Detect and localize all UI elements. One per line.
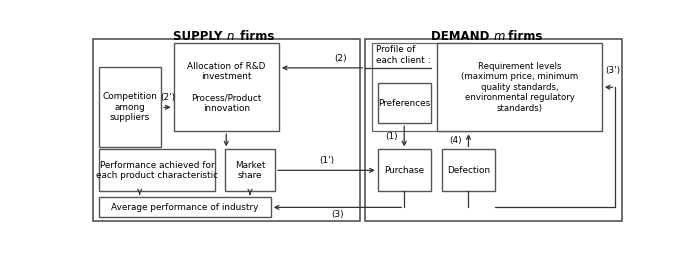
Text: Average performance of industry: Average performance of industry <box>112 203 259 212</box>
Text: SUPPLY: SUPPLY <box>173 30 227 43</box>
Text: Requirement levels
(maximum price, minimum
quality standards,
environmental regu: Requirement levels (maximum price, minim… <box>461 62 578 113</box>
Text: m: m <box>493 30 505 43</box>
Text: (3): (3) <box>331 210 344 219</box>
Text: firms: firms <box>505 30 543 43</box>
Text: Preferences: Preferences <box>378 99 430 108</box>
Text: Competition
among
suppliers: Competition among suppliers <box>102 92 158 122</box>
Text: Profile of
each client :: Profile of each client : <box>376 45 430 65</box>
Bar <box>99 149 215 191</box>
Bar <box>378 83 431 123</box>
Bar <box>372 43 473 131</box>
Text: (3'): (3') <box>605 66 620 75</box>
Text: (1): (1) <box>385 132 398 141</box>
Text: Allocation of R&D
investment

Process/Product
innovation: Allocation of R&D investment Process/Pro… <box>187 62 266 113</box>
Bar <box>225 149 275 191</box>
Text: (2'): (2') <box>160 93 175 102</box>
Text: Market
share: Market share <box>235 161 266 180</box>
Text: n: n <box>227 30 233 43</box>
Text: Performance achieved for
each product characteristic: Performance achieved for each product ch… <box>96 161 218 180</box>
Text: (1'): (1') <box>319 156 334 165</box>
Bar <box>365 39 622 222</box>
Text: Purchase: Purchase <box>384 166 424 175</box>
Text: (4): (4) <box>450 136 462 145</box>
Bar <box>442 149 495 191</box>
Bar <box>93 39 360 222</box>
Bar <box>174 43 279 131</box>
Bar <box>99 67 161 147</box>
Bar <box>437 43 602 131</box>
Bar <box>99 197 270 217</box>
Text: DEMAND: DEMAND <box>431 30 493 43</box>
Text: (2): (2) <box>335 54 347 63</box>
Bar <box>378 149 431 191</box>
Text: Defection: Defection <box>447 166 490 175</box>
Text: firms: firms <box>236 30 275 43</box>
